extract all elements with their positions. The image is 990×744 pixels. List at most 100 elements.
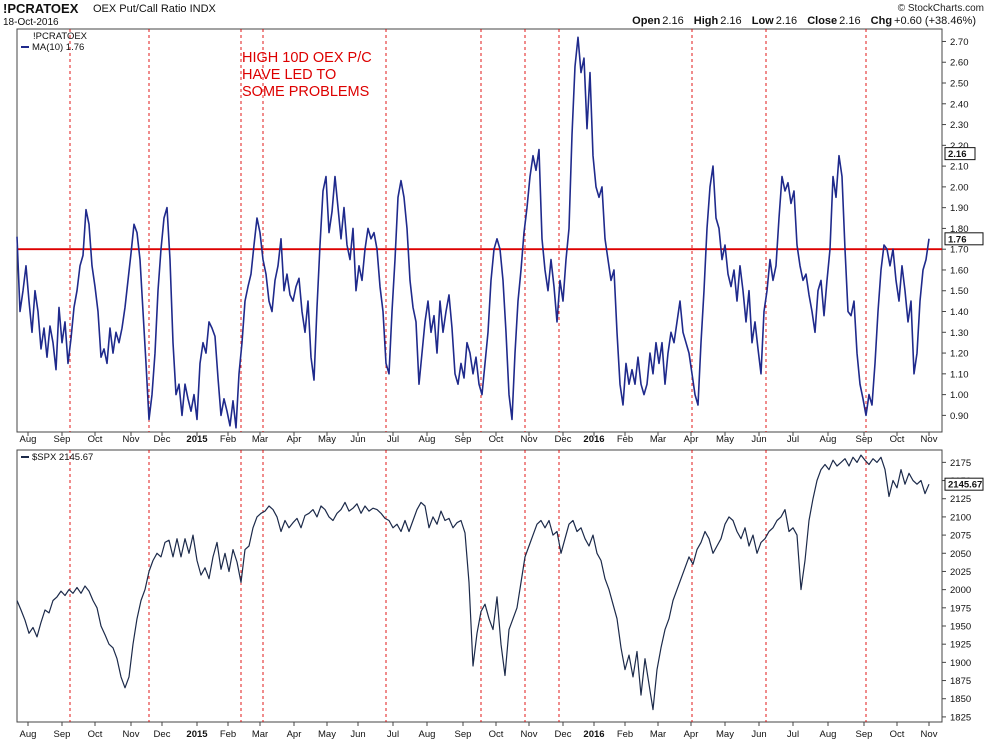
y-tick-label: 0.90 (950, 411, 969, 422)
ohlc-stats: Open 2.16 High 2.16 Low 2.16 Close 2.16 Chg +… (632, 15, 976, 27)
high-value: 2.16 (720, 15, 742, 27)
x-tick-label: May (716, 434, 734, 445)
x-tick-label: 2016 (583, 434, 604, 445)
y-tick-label: 2175 (950, 458, 971, 469)
last-value-tag (944, 477, 984, 491)
x-tick-label: Oct (489, 434, 504, 445)
open-value: 2.16 (662, 15, 684, 27)
x-tick-label: Nov (921, 729, 938, 740)
x-tick-label: Nov (123, 729, 140, 740)
series-line (16, 36, 930, 429)
y-tick-label: 2.10 (950, 162, 969, 173)
y-tick-label: 1.80 (950, 224, 969, 235)
y-tick-label: 2.50 (950, 79, 969, 90)
x-tick-label: Nov (521, 729, 538, 740)
x-tick-label: Sep (455, 434, 472, 445)
x-tick-label: Sep (856, 729, 873, 740)
y-tick-label: 1.00 (950, 390, 969, 401)
legend-entry: MA(10) 1.76 (32, 42, 84, 53)
series-line (16, 454, 930, 711)
x-tick-label: Nov (123, 434, 140, 445)
low-label: Low (751, 15, 774, 27)
y-tick-label: 2.00 (950, 182, 969, 193)
open-label: Open (632, 15, 661, 27)
y-tick-label: 2025 (950, 567, 971, 578)
x-tick-label: Apr (684, 729, 699, 740)
y-tick-label: 2.70 (950, 37, 969, 48)
x-tick-label: Aug (20, 434, 37, 445)
x-tick-label: Aug (820, 434, 837, 445)
x-tick-label: Oct (88, 434, 103, 445)
y-tick-label: 2125 (950, 494, 971, 505)
x-tick-label: Oct (489, 729, 504, 740)
y-tick-label: 1.50 (950, 286, 969, 297)
x-tick-label: Jul (387, 434, 399, 445)
x-tick-label: 2016 (583, 729, 604, 740)
x-tick-label: Dec (555, 729, 572, 740)
close-value-label: 2.16 (948, 149, 967, 160)
panel-2: 1825 1850 1875 1900 1925 1950 1975 2000 2025 2050… (16, 449, 984, 740)
x-tick-label: Apr (287, 434, 302, 445)
x-tick-label: Sep (54, 434, 71, 445)
symbol-description: OEX Put/Call Ratio INDX (93, 3, 216, 15)
x-tick-label: Mar (252, 434, 268, 445)
x-tick-label: Jul (787, 434, 799, 445)
stockcharts-brand: © StockCharts.com (897, 3, 984, 14)
x-tick-label: May (318, 434, 336, 445)
x-tick-label: Mar (252, 729, 268, 740)
x-tick-label: Sep (455, 729, 472, 740)
y-tick-label: 1.10 (950, 369, 969, 380)
x-tick-label: Aug (419, 434, 436, 445)
x-tick-label: Feb (220, 434, 236, 445)
x-tick-label: Sep (856, 434, 873, 445)
y-tick-label: 1.40 (950, 307, 969, 318)
x-tick-label: Mar (650, 729, 666, 740)
y-tick-label: 2.20 (950, 141, 969, 152)
close-label: Close (807, 15, 838, 27)
chg-label: Chg (870, 15, 893, 27)
y-tick-label: 2075 (950, 531, 971, 542)
x-tick-label: Dec (555, 434, 572, 445)
last-value-label: 2145.67 (948, 480, 982, 491)
x-tick-label: Sep (54, 729, 71, 740)
low-value: 2.16 (775, 15, 798, 27)
x-tick-label: Feb (617, 434, 633, 445)
chart-date: 18-Oct-2016 (3, 17, 59, 28)
y-tick-label: 1.60 (950, 265, 969, 276)
x-tick-label: Aug (419, 729, 436, 740)
chg-value: +0.60 (+38.46%) (894, 15, 976, 27)
x-tick-label: Jun (350, 434, 365, 445)
symbol-title: !PCRATOEX (3, 1, 79, 16)
y-tick-label: 1950 (950, 622, 971, 633)
x-tick-label: 2015 (186, 729, 208, 740)
x-tick-label: Jun (751, 729, 766, 740)
close-value: 2.16 (839, 15, 861, 27)
x-tick-label: Apr (287, 729, 302, 740)
annotation-text: HIGH 10D OEX P/C (242, 50, 372, 66)
panel-frame (16, 28, 943, 433)
x-tick-label: Aug (820, 729, 837, 740)
y-tick-label: 1875 (950, 676, 971, 687)
y-tick-label: 1975 (950, 603, 971, 614)
y-tick-label: 2000 (950, 585, 971, 596)
x-tick-label: Oct (88, 729, 103, 740)
x-tick-label: Feb (220, 729, 236, 740)
x-tick-label: Jun (751, 434, 766, 445)
y-tick-label: 1850 (950, 694, 971, 705)
x-tick-label: Feb (617, 729, 633, 740)
x-tick-label: Mar (650, 434, 666, 445)
y-tick-label: 1.90 (950, 203, 969, 214)
x-tick-label: Jun (350, 729, 365, 740)
x-tick-label: May (318, 729, 336, 740)
close-value-tag (944, 147, 976, 161)
x-tick-label: Dec (154, 729, 171, 740)
y-tick-label: 2050 (950, 549, 971, 560)
y-tick-label: 1.30 (950, 328, 969, 339)
last-value-label: 1.76 (948, 234, 967, 245)
high-label: High (693, 15, 719, 27)
x-tick-label: Nov (521, 434, 538, 445)
y-tick-label: 1.20 (950, 349, 969, 360)
y-tick-label: 1900 (950, 658, 971, 669)
legend-title: !PCRATOEX (33, 31, 88, 42)
